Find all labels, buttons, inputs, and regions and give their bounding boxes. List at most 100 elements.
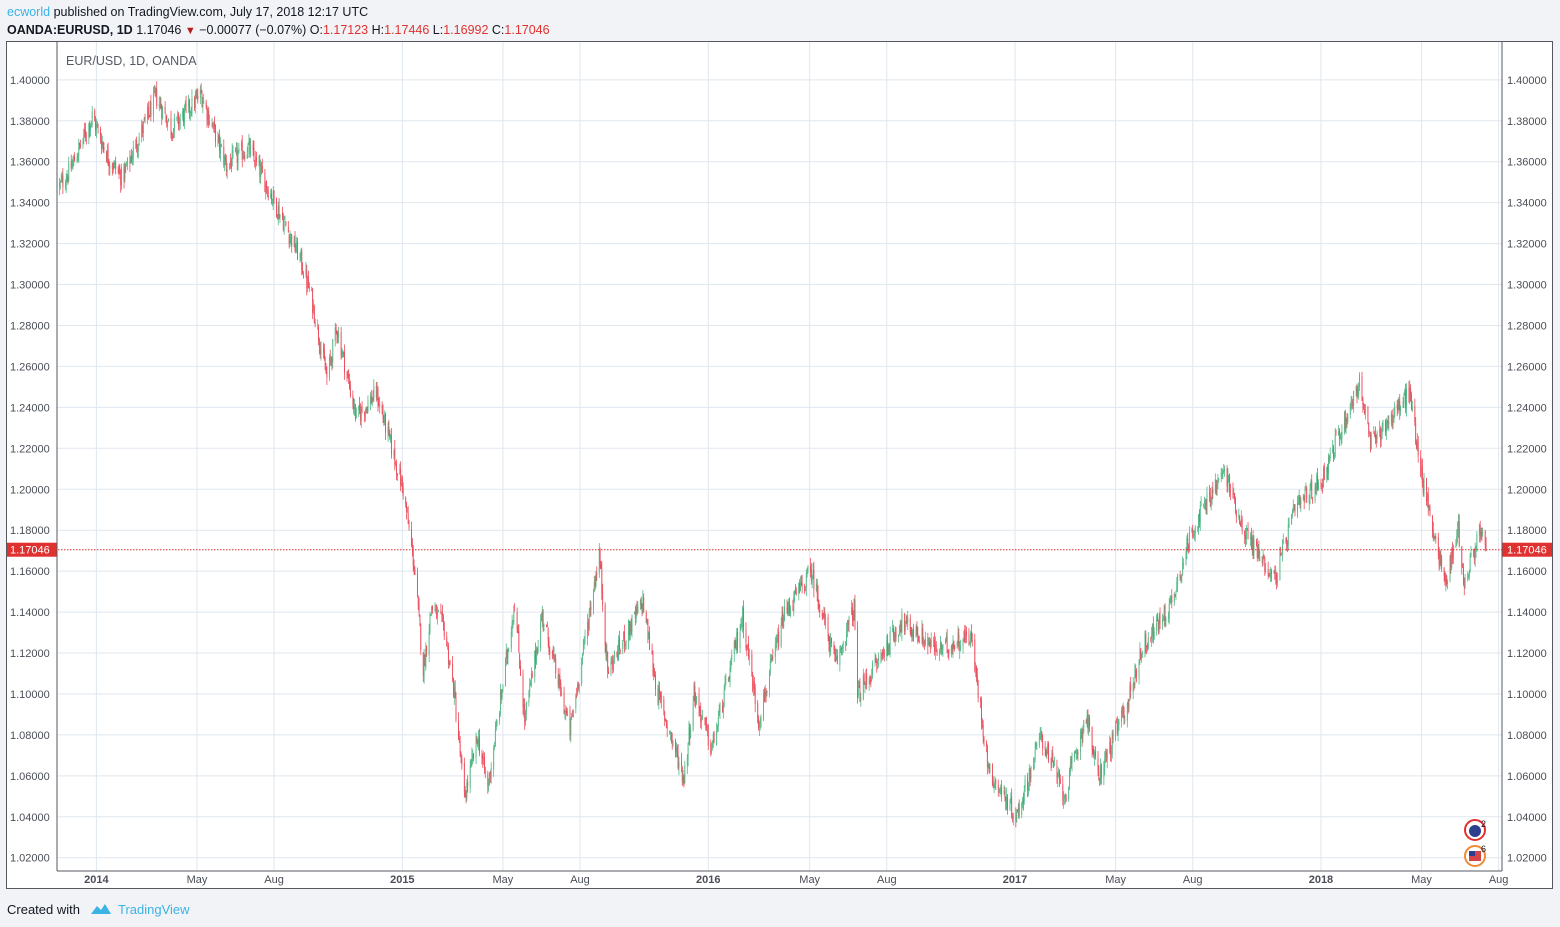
- candle: [1275, 565, 1277, 585]
- candle-body: [1130, 683, 1132, 691]
- eu-flag-icon[interactable]: 2: [1464, 819, 1486, 841]
- candle-body: [1437, 537, 1439, 553]
- candle: [1239, 514, 1241, 525]
- candle-body: [1150, 636, 1152, 639]
- candle-body: [101, 142, 103, 147]
- candle-body: [429, 615, 431, 632]
- candle: [248, 133, 250, 146]
- candle-body: [1193, 535, 1195, 537]
- candle-body: [572, 709, 574, 717]
- candle-body: [1409, 387, 1411, 402]
- candle: [1179, 570, 1181, 581]
- candle-body: [740, 626, 742, 631]
- last-price: 1.17046: [136, 23, 182, 37]
- candle: [118, 163, 120, 180]
- candle: [982, 720, 984, 744]
- candle-body: [455, 697, 457, 720]
- candle: [548, 637, 550, 656]
- tradingview-logo-icon[interactable]: [90, 901, 112, 919]
- candle: [1297, 495, 1298, 518]
- author-link[interactable]: ecworld: [7, 5, 51, 19]
- candle-body: [1358, 388, 1360, 394]
- candle-body: [993, 785, 995, 790]
- candle-body: [360, 407, 362, 421]
- candle: [414, 566, 416, 575]
- candle-body: [1046, 750, 1048, 755]
- candle-body: [407, 513, 409, 524]
- candle: [758, 720, 760, 737]
- candle: [306, 264, 308, 296]
- candle-body: [320, 349, 322, 355]
- candle-body: [1127, 702, 1129, 709]
- candle-body: [1062, 784, 1064, 799]
- candle-body: [440, 609, 442, 614]
- candle: [273, 189, 275, 205]
- candle: [408, 519, 410, 531]
- event-markers[interactable]: 2 6: [1464, 819, 1486, 867]
- candle-body: [968, 634, 970, 642]
- candle-body: [71, 165, 73, 168]
- candle: [1338, 425, 1340, 436]
- candle: [695, 692, 697, 709]
- candle-body: [1136, 670, 1138, 678]
- candle: [338, 326, 340, 344]
- candle: [853, 598, 855, 621]
- candle-body: [841, 648, 843, 650]
- candle: [1438, 546, 1440, 571]
- candle-body: [1152, 623, 1153, 636]
- candle-body: [114, 161, 116, 165]
- candle: [1328, 455, 1330, 464]
- candle: [511, 614, 513, 638]
- candle: [1117, 718, 1119, 742]
- candle: [1273, 569, 1275, 574]
- candle-body: [901, 613, 903, 633]
- candle-body: [1340, 437, 1342, 441]
- candle-body: [517, 629, 519, 634]
- candle: [1129, 681, 1131, 701]
- candle: [594, 575, 596, 591]
- candle-body: [1364, 409, 1365, 414]
- chart-area[interactable]: 1.17046 1.17046 1.02000 1.02000 1.04000 1.04…: [6, 41, 1553, 889]
- candle: [1293, 504, 1295, 512]
- candle: [195, 88, 197, 99]
- candle: [88, 122, 90, 145]
- candle: [1188, 543, 1189, 554]
- candle-body: [522, 674, 524, 708]
- candle-body: [555, 658, 557, 674]
- candle-body: [64, 185, 66, 188]
- candle: [402, 482, 404, 500]
- candle: [1098, 765, 1100, 781]
- candle: [696, 696, 697, 705]
- candle-body: [701, 715, 703, 723]
- candle: [59, 177, 60, 196]
- candle-body: [941, 647, 943, 650]
- candle-body: [1212, 489, 1214, 494]
- us-flag-icon[interactable]: 6: [1464, 844, 1486, 867]
- candle-body: [1179, 573, 1181, 579]
- candle: [494, 741, 495, 751]
- candle-body: [959, 648, 961, 651]
- candle: [1334, 427, 1336, 459]
- candle-body: [1047, 744, 1049, 753]
- candle: [207, 108, 209, 126]
- candle-body: [634, 611, 635, 614]
- candle: [361, 401, 363, 414]
- candle: [998, 788, 1000, 794]
- candle-body: [924, 642, 925, 644]
- candle-body: [1228, 474, 1230, 478]
- publish-text: published on TradingView.com, July 17, 2…: [53, 5, 369, 19]
- candle-body: [1433, 538, 1435, 539]
- candle: [801, 574, 803, 594]
- candle-body: [1053, 761, 1055, 766]
- candle: [297, 237, 299, 261]
- candle: [129, 150, 131, 172]
- candle-body: [636, 607, 638, 613]
- candle: [466, 779, 468, 802]
- candle: [1257, 543, 1259, 559]
- candle: [126, 161, 128, 167]
- candle: [1152, 623, 1153, 643]
- tradingview-link[interactable]: TradingView: [117, 902, 190, 917]
- candle: [1415, 417, 1417, 445]
- candle-body: [1317, 482, 1319, 490]
